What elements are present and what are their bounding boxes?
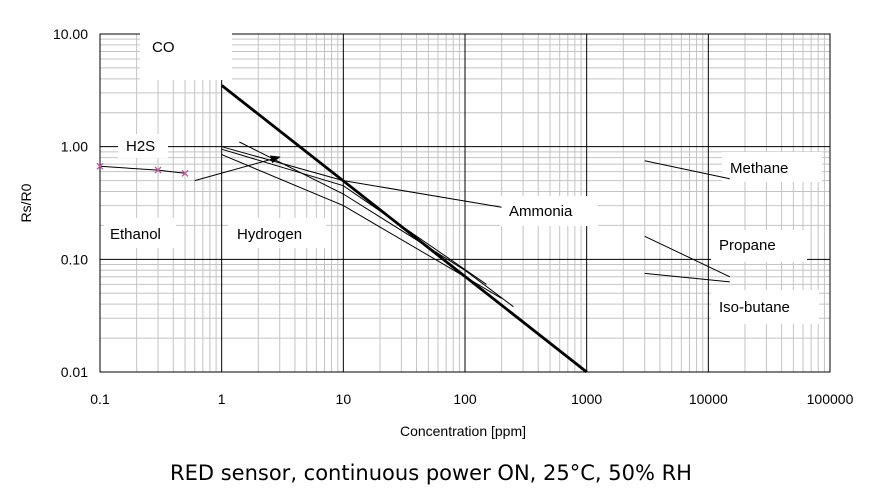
x-tick-label: 100 — [453, 391, 477, 407]
h2s-point-marker — [96, 162, 104, 170]
series-label-background — [140, 30, 232, 80]
major-gridlines — [99, 30, 831, 373]
series-label-background — [118, 134, 168, 158]
series-label-propane: Propane — [719, 237, 776, 254]
series-line-hydrogen — [239, 141, 514, 308]
series-line-ethanol — [221, 154, 502, 299]
series-label-hydrogen: Hydrogen — [237, 226, 302, 243]
series-label-background — [711, 290, 819, 324]
series-line-ammonia — [221, 146, 502, 208]
x-tick-label: 1000 — [571, 391, 602, 407]
x-tick-label: 10000 — [689, 391, 728, 407]
y-tick-label: 0.10 — [61, 251, 88, 267]
y-tick-label: 10.00 — [53, 26, 88, 42]
x-tick-label: 1 — [218, 391, 226, 407]
chart-caption: RED sensor, continuous power ON, 25°C, 5… — [170, 461, 692, 485]
x-tick-label: 100000 — [807, 391, 854, 407]
series-label-background — [228, 218, 326, 248]
series-label-ethanol: Ethanol — [110, 226, 161, 243]
plot-frame — [99, 33, 831, 373]
h2s-point-marker — [181, 169, 189, 177]
series-line-co — [220, 84, 588, 374]
series-label-iso-butane: Iso-butane — [719, 299, 790, 316]
series-label-background — [104, 218, 176, 248]
y-axis-label: Rs/R0 — [18, 183, 34, 222]
series-label-co: CO — [152, 39, 175, 56]
x-axis-label: Concentration [ppm] — [400, 423, 526, 439]
y-tick-label: 0.01 — [61, 364, 88, 380]
series-label-background — [722, 152, 822, 182]
series-labels: CO H2S Ethanol Hydrogen Ammonia Methane Propan… — [110, 39, 790, 316]
series-label-ammonia: Ammonia — [509, 203, 573, 220]
series-label-background — [500, 196, 598, 226]
series-label-h2s: H2S — [126, 138, 155, 155]
h2s-point-marker — [154, 166, 162, 174]
x-tick-label: 0.1 — [90, 391, 110, 407]
series-line-methane — [644, 160, 730, 180]
annotation-arrow — [194, 155, 281, 182]
series-line-propane — [644, 235, 731, 278]
tick-labels: 0.1 1 10 100 1000 10000 100000 0.01 0.10 1.00 10.0… — [53, 26, 854, 407]
series-label-methane: Methane — [730, 160, 788, 177]
series-layer — [96, 84, 731, 374]
y-tick-label: 1.00 — [61, 139, 88, 155]
series-line-iso-butane — [644, 272, 730, 283]
x-tick-label: 10 — [336, 391, 352, 407]
series-label-background — [711, 230, 807, 262]
